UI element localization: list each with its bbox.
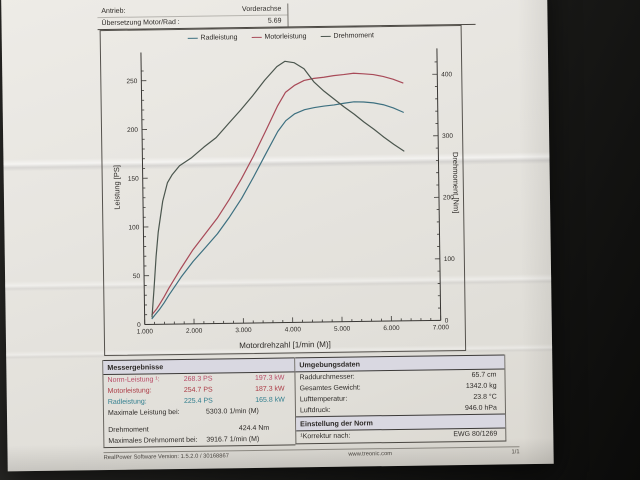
power-row-label: Motorleistung: — [107, 387, 152, 396]
max-power-label: Maximale Leistung bei: — [107, 409, 180, 417]
y-left-tick-label: 50 — [133, 273, 141, 280]
header-rows: Antrieb: Vorderachse Übersetzung Motor/Rad… — [97, 3, 288, 30]
norm-label: ¹Korrektur nach: — [300, 432, 351, 441]
website-link: www.treonic.com — [348, 451, 393, 458]
y-right-tick-label: 100 — [444, 256, 455, 263]
y-left-tick-label: 150 — [128, 176, 139, 183]
x-tick-label: 4.000 — [285, 326, 302, 333]
y-left-tick-label: 200 — [127, 127, 138, 134]
paper-shadow — [516, 0, 554, 465]
norm-row: ¹Korrektur nach: EWG 80/1269 — [296, 428, 505, 443]
power-row-ps-value: 268.3 PS — [183, 375, 213, 383]
x-tick-label: 5.000 — [334, 326, 351, 333]
curve-drehmoment — [151, 60, 405, 318]
chart-plot: 1.000 2.000 3.000 4.000 5.000 6.000 7.00005010… — [126, 48, 455, 336]
y-axis-right-title: Drehmoment [Nm] — [450, 151, 461, 214]
header-label: Übersetzung Motor/Rad : — [101, 18, 180, 28]
results-table: Messergebnisse Norm-Leistung ¹: 268.3 PS 19… — [102, 357, 296, 449]
power-row-ps-value: 254.7 PS — [183, 386, 213, 394]
header-label: Antrieb: — [101, 7, 126, 16]
axis-line — [140, 52, 146, 325]
y-right-tick-label: 200 — [443, 194, 454, 201]
header-value: 5.69 — [267, 17, 282, 25]
max-torque-row: Maximales Drehmoment bei: 3916.7 1/min (M… — [104, 433, 295, 447]
max-torque-label: Maximales Drehmoment bei: — [108, 436, 198, 445]
curve-motorleistung — [151, 72, 404, 316]
environment-label: Luftdruck: — [299, 406, 331, 415]
axis-line — [436, 48, 442, 321]
dyno-chart: Radleistung Motorleistung Drehmoment 1.000… — [99, 25, 467, 357]
norm-value: EWG 80/1269 — [453, 430, 498, 439]
y-left-tick-label: 0 — [137, 322, 141, 329]
x-tick-label: 6.000 — [383, 325, 400, 332]
y-right-tick-label: 400 — [441, 71, 452, 78]
y-left-tick-label: 100 — [128, 224, 139, 231]
y-left-tick-label: 250 — [126, 78, 137, 85]
header-value: Vorderachse — [241, 5, 282, 14]
y-right-tick-label: 300 — [442, 133, 453, 140]
environment-value: 946.0 hPa — [464, 404, 497, 413]
x-tick-label: 1.000 — [137, 328, 154, 335]
x-tick-label: 7.000 — [433, 324, 450, 331]
y-right-tick-label: 0 — [445, 318, 449, 325]
dyno-sheet-paper: Antrieb: Vorderachse Übersetzung Motor/Rad… — [0, 0, 554, 472]
header-empty-cell — [287, 0, 476, 27]
y-axis-left-title: Leistung [PS] — [112, 164, 122, 210]
max-torque-value: 3916.7 1/min (M) — [206, 435, 260, 444]
x-tick-label: 2.000 — [186, 328, 203, 335]
x-tick-label: 3.000 — [235, 327, 252, 334]
curve-radleistung — [151, 101, 404, 320]
power-row-label: Norm-Leistung ¹: — [107, 376, 160, 385]
power-row-ps-value: 225.4 PS — [183, 397, 213, 405]
max-power-value: 5303.0 1/min (M) — [205, 407, 259, 416]
page-number: 1/1 — [511, 449, 520, 456]
environment-and-norm-tables: Umgebungsdaten Raddurchmesser: 65.7 cm Gesa… — [294, 354, 507, 445]
power-row-label: Radleistung: — [107, 398, 147, 407]
